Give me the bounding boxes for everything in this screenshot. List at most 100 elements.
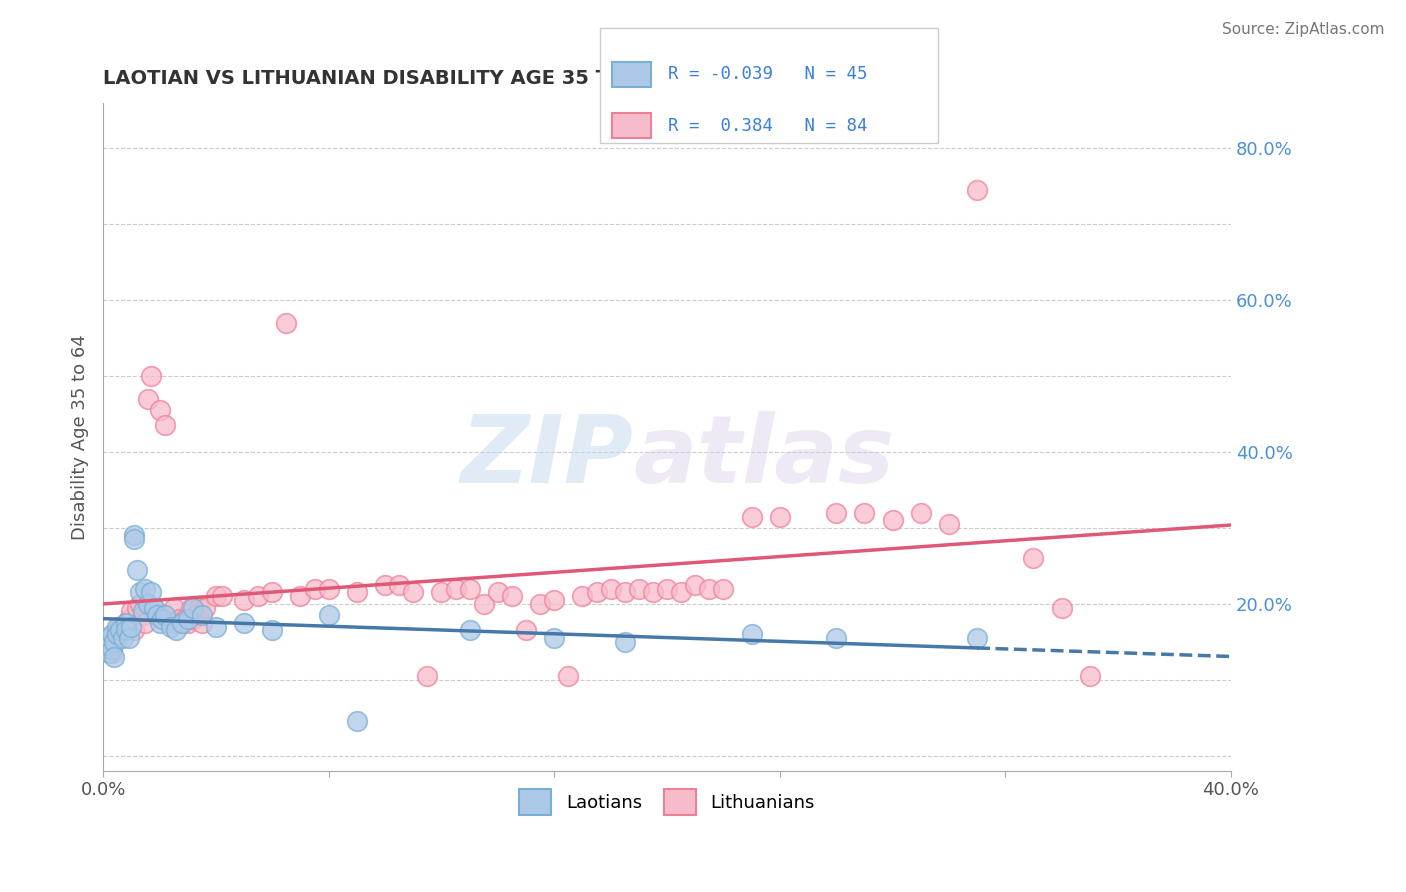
Point [205,619,228,633]
Point [613,585,636,599]
Point [156,612,179,626]
Point [458,582,481,596]
Point [139,369,162,384]
Text: R =  0.384   N = 84: R = 0.384 N = 84 [668,117,868,135]
Point [177,612,200,626]
Point [97,639,120,653]
Point [105,619,128,633]
Point [697,582,720,596]
Point [100,642,122,657]
Point [205,589,228,603]
Point [148,403,170,417]
Point [599,582,621,596]
Point [142,600,165,615]
Point [882,513,904,527]
Point [233,593,256,607]
Point [134,615,156,630]
Point [183,600,205,615]
Point [402,585,425,599]
Point [145,608,167,623]
Point [159,619,181,633]
Point [444,582,467,596]
Point [167,612,190,626]
Point [557,669,579,683]
Point [641,585,664,599]
Point [94,631,117,645]
Text: LAOTIAN VS LITHUANIAN DISABILITY AGE 35 TO 64 CORRELATION CHART: LAOTIAN VS LITHUANIAN DISABILITY AGE 35 … [103,69,900,87]
Point [150,612,173,626]
Point [233,615,256,630]
Point [128,597,150,611]
Point [669,585,692,599]
Point [97,646,120,660]
Point [191,615,214,630]
Point [134,582,156,596]
Point [211,589,233,603]
Point [117,631,139,645]
Point [105,627,128,641]
Point [430,585,453,599]
Point [472,597,495,611]
Point [142,600,165,615]
Point [177,615,200,630]
Point [769,509,792,524]
Point [529,597,551,611]
Point [97,639,120,653]
Point [938,517,960,532]
Point [150,608,173,623]
Text: atlas: atlas [633,411,894,503]
Point [458,624,481,638]
Legend: Laotians, Lithuanians: Laotians, Lithuanians [512,781,823,822]
Point [162,600,184,615]
Point [153,608,176,623]
Point [186,608,208,623]
Point [741,627,763,641]
Point [128,585,150,599]
Point [183,612,205,626]
Point [194,600,217,615]
Text: Source: ZipAtlas.com: Source: ZipAtlas.com [1222,22,1385,37]
Point [191,608,214,623]
Point [501,589,523,603]
Point [1078,669,1101,683]
Point [247,589,270,603]
Point [180,600,202,615]
Point [165,615,187,630]
Point [114,624,136,638]
Point [120,619,142,633]
Point [165,624,187,638]
Point [125,600,148,615]
Point [741,509,763,524]
Point [1022,551,1045,566]
Point [571,589,593,603]
Point [910,506,932,520]
Point [114,615,136,630]
Point [108,627,131,641]
Point [170,615,193,630]
Point [111,619,134,633]
Point [173,612,195,626]
Point [145,608,167,623]
Point [825,506,848,520]
Point [318,608,340,623]
Point [188,600,211,615]
Point [136,597,159,611]
Point [100,646,122,660]
Point [1050,600,1073,615]
Point [543,631,565,645]
Point [853,506,876,520]
Point [374,578,396,592]
Point [262,624,284,638]
Point [122,528,145,542]
Point [966,631,988,645]
Point [655,582,678,596]
Text: ZIP: ZIP [460,411,633,503]
Point [318,582,340,596]
Point [120,604,142,618]
Point [543,593,565,607]
Point [114,615,136,630]
Point [148,615,170,630]
Point [103,649,125,664]
Point [117,612,139,626]
Point [290,589,312,603]
